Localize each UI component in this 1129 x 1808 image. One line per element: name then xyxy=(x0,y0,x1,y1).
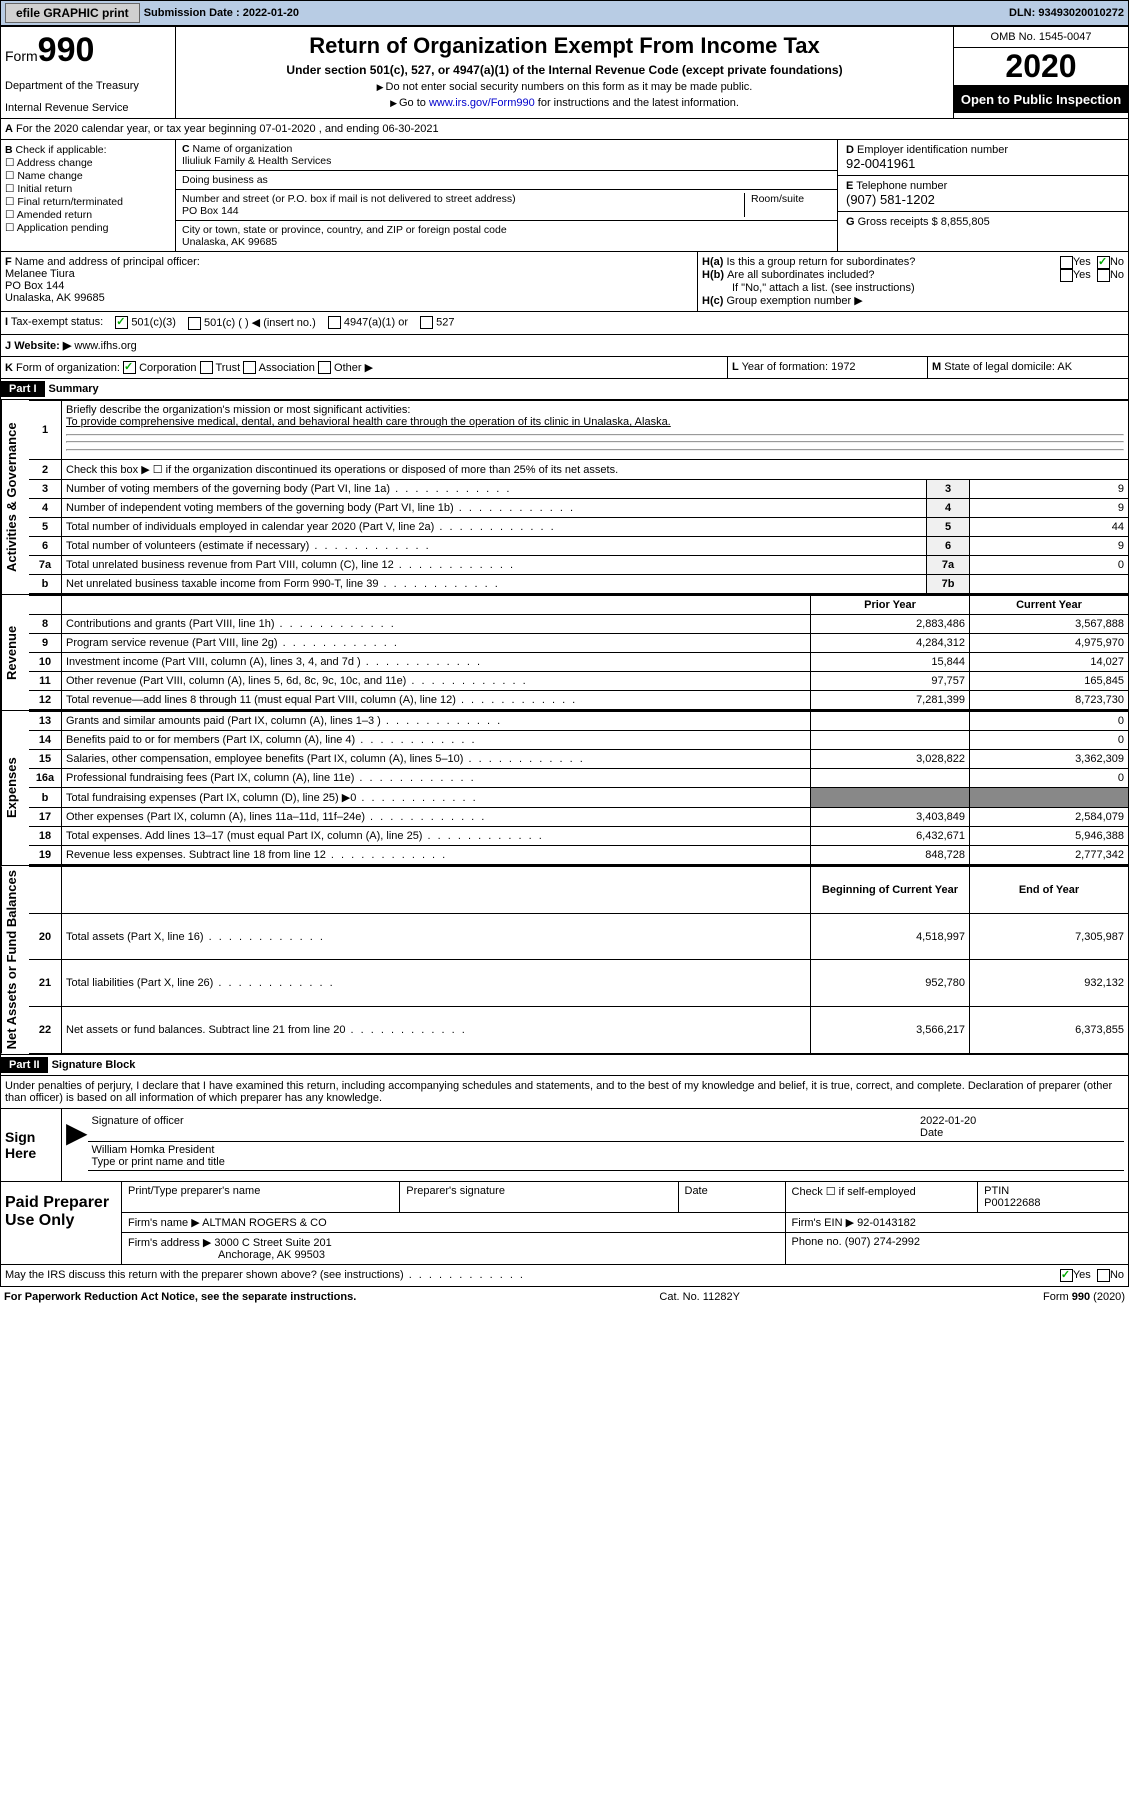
form-990-page: efile GRAPHIC print Submission Date : 20… xyxy=(0,0,1129,1307)
dba-label: Doing business as xyxy=(176,171,837,190)
section-netassets: Net Assets or Fund Balances Beginning of… xyxy=(0,866,1129,1054)
org-address: PO Box 144 xyxy=(182,205,239,217)
officer-name: Melanee Tiura xyxy=(5,268,75,280)
paid-preparer-label: Paid Preparer Use Only xyxy=(1,1182,121,1264)
hb-note: If "No," attach a list. (see instruction… xyxy=(702,282,1124,294)
public-inspection: Open to Public Inspection xyxy=(954,86,1128,113)
sign-here-block: Sign Here ▶ Signature of officer2022-01-… xyxy=(0,1109,1129,1182)
col-deg: D Employer identification number92-00419… xyxy=(838,140,1128,251)
officer-print-name: William Homka President xyxy=(92,1144,1120,1156)
cb-527[interactable] xyxy=(420,316,433,329)
ha-yes[interactable] xyxy=(1060,256,1073,269)
cb-501c[interactable] xyxy=(188,317,201,330)
firm-phone: (907) 274-2992 xyxy=(845,1236,920,1248)
form-version: Form 990 (2020) xyxy=(1043,1291,1125,1303)
dln: DLN: 93493020010272 xyxy=(1009,7,1124,19)
q2-text: Check this box ▶ ☐ if the organization d… xyxy=(62,460,1129,480)
officer-addr: PO Box 144 xyxy=(5,280,64,292)
row-klm: K Form of organization: Corporation Trus… xyxy=(0,357,1129,380)
cb-address-change[interactable]: ☐ Address change xyxy=(5,157,171,169)
footer: For Paperwork Reduction Act Notice, see … xyxy=(0,1287,1129,1307)
phone: (907) 581-1202 xyxy=(846,192,935,207)
year-formed: 1972 xyxy=(831,361,855,373)
paperwork-notice: For Paperwork Reduction Act Notice, see … xyxy=(4,1291,356,1303)
section-revenue: Revenue Prior YearCurrent Year 8Contribu… xyxy=(0,595,1129,711)
vlabel-netassets: Net Assets or Fund Balances xyxy=(1,866,29,1053)
vlabel-expenses: Expenses xyxy=(1,711,29,865)
declaration-text: Under penalties of perjury, I declare th… xyxy=(0,1076,1129,1109)
vlabel-governance: Activities & Governance xyxy=(1,400,29,594)
firm-name: ALTMAN ROGERS & CO xyxy=(202,1217,326,1229)
discuss-yes[interactable] xyxy=(1060,1269,1073,1282)
cb-501c3[interactable] xyxy=(115,316,128,329)
firm-ein: 92-0143182 xyxy=(857,1217,916,1229)
cb-trust[interactable] xyxy=(200,361,213,374)
form-header: Form990 Department of the Treasury Inter… xyxy=(0,26,1129,119)
submission-date: Submission Date : 2022-01-20 xyxy=(144,7,299,19)
irs-link[interactable]: www.irs.gov/Form990 xyxy=(429,97,535,109)
cb-assoc[interactable] xyxy=(243,361,256,374)
cb-final-return[interactable]: ☐ Final return/terminated xyxy=(5,196,171,208)
discuss-no[interactable] xyxy=(1097,1269,1110,1282)
hc-label: Group exemption number ▶ xyxy=(726,295,862,307)
omb-number: OMB No. 1545-0047 xyxy=(954,27,1128,48)
cb-4947[interactable] xyxy=(328,316,341,329)
ptin: P00122688 xyxy=(984,1197,1040,1209)
section-bcdefg: B Check if applicable: ☐ Address change … xyxy=(0,140,1129,252)
section-expenses: Expenses 13Grants and similar amounts pa… xyxy=(0,711,1129,866)
part1-header: Part ISummary xyxy=(0,379,1129,400)
cb-corp[interactable] xyxy=(123,361,136,374)
tax-year: 2020 xyxy=(954,48,1128,86)
cb-initial-return[interactable]: ☐ Initial return xyxy=(5,183,171,195)
cb-name-change[interactable]: ☐ Name change xyxy=(5,170,171,182)
officer-city: Unalaska, AK 99685 xyxy=(5,292,105,304)
cat-no: Cat. No. 11282Y xyxy=(659,1291,740,1303)
org-name: Iliuliuk Family & Health Services xyxy=(182,155,331,167)
cb-pending[interactable]: ☐ Application pending xyxy=(5,222,171,234)
dept-treasury: Department of the Treasury xyxy=(5,80,171,92)
irs-label: Internal Revenue Service xyxy=(5,102,171,114)
row-a-period: A For the 2020 calendar year, or tax yea… xyxy=(0,119,1129,140)
state-domicile: AK xyxy=(1057,361,1072,373)
sig-date: 2022-01-20 xyxy=(920,1115,976,1127)
room-suite-label: Room/suite xyxy=(744,193,831,217)
cb-other[interactable] xyxy=(318,361,331,374)
row-tax-status: I Tax-exempt status: 501(c)(3) 501(c) ( … xyxy=(0,312,1129,335)
hb-no[interactable] xyxy=(1097,269,1110,282)
sign-here-label: Sign Here xyxy=(1,1109,61,1181)
topbar: efile GRAPHIC print Submission Date : 20… xyxy=(0,0,1129,26)
form-title: Return of Organization Exempt From Incom… xyxy=(182,33,947,59)
form-number: Form990 xyxy=(5,31,171,70)
row-fh: F Name and address of principal officer:… xyxy=(0,252,1129,312)
officer-sig-label: Signature of officer xyxy=(92,1115,920,1139)
cb-amended[interactable]: ☐ Amended return xyxy=(5,209,171,221)
row-website: J Website: ▶ www.ifhs.org xyxy=(0,335,1129,357)
signature-arrow-icon: ▶ xyxy=(66,1113,88,1153)
gross-receipts: 8,855,805 xyxy=(941,216,990,228)
section-governance: Activities & Governance 1Briefly describ… xyxy=(0,400,1129,595)
website-url: www.ifhs.org xyxy=(74,340,136,352)
goto-note: Go to www.irs.gov/Form990 for instructio… xyxy=(182,97,947,109)
org-city: Unalaska, AK 99685 xyxy=(182,236,277,248)
paid-preparer-block: Paid Preparer Use Only Print/Type prepar… xyxy=(0,1182,1129,1265)
part2-header: Part IISignature Block xyxy=(0,1055,1129,1076)
firm-city: Anchorage, AK 99503 xyxy=(128,1249,325,1261)
col-b: B Check if applicable: ☐ Address change … xyxy=(1,140,176,251)
discuss-row: May the IRS discuss this return with the… xyxy=(0,1265,1129,1287)
vlabel-revenue: Revenue xyxy=(1,595,29,710)
hb-yes[interactable] xyxy=(1060,269,1073,282)
form-subtitle: Under section 501(c), 527, or 4947(a)(1)… xyxy=(182,63,947,77)
ha-no[interactable] xyxy=(1097,256,1110,269)
efile-print-button[interactable]: efile GRAPHIC print xyxy=(5,3,140,23)
mission-text: To provide comprehensive medical, dental… xyxy=(66,416,671,428)
ein: 92-0041961 xyxy=(846,156,915,171)
ssn-note: Do not enter social security numbers on … xyxy=(182,81,947,93)
firm-addr: 3000 C Street Suite 201 xyxy=(214,1237,331,1249)
col-c: C Name of organizationIliuliuk Family & … xyxy=(176,140,838,251)
